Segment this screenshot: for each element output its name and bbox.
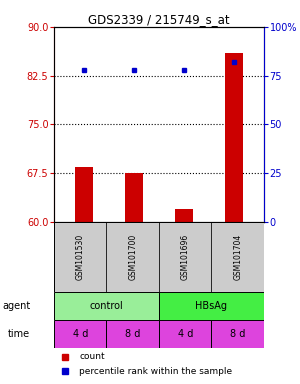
Bar xyxy=(106,222,159,292)
Bar xyxy=(54,222,106,292)
Bar xyxy=(212,320,264,348)
Bar xyxy=(75,167,93,222)
Text: 8 d: 8 d xyxy=(230,329,245,339)
Text: 8 d: 8 d xyxy=(125,329,140,339)
Bar xyxy=(54,292,159,320)
Bar xyxy=(106,320,159,348)
Text: GSM101696: GSM101696 xyxy=(181,234,190,280)
Bar xyxy=(159,222,211,292)
Bar xyxy=(125,173,143,222)
Bar xyxy=(54,320,106,348)
Title: GDS2339 / 215749_s_at: GDS2339 / 215749_s_at xyxy=(88,13,230,26)
Text: 4 d: 4 d xyxy=(178,329,193,339)
Bar xyxy=(225,53,243,222)
Text: GSM101530: GSM101530 xyxy=(76,234,85,280)
Text: 4 d: 4 d xyxy=(73,329,88,339)
Text: GSM101700: GSM101700 xyxy=(128,234,137,280)
Text: time: time xyxy=(8,329,30,339)
Bar xyxy=(159,320,211,348)
Text: control: control xyxy=(90,301,123,311)
Text: GSM101704: GSM101704 xyxy=(233,234,242,280)
Bar xyxy=(175,209,193,222)
Bar xyxy=(159,292,264,320)
Text: HBsAg: HBsAg xyxy=(196,301,227,311)
Bar xyxy=(212,222,264,292)
Text: count: count xyxy=(79,352,105,361)
Text: percentile rank within the sample: percentile rank within the sample xyxy=(79,367,232,376)
Text: agent: agent xyxy=(2,301,30,311)
